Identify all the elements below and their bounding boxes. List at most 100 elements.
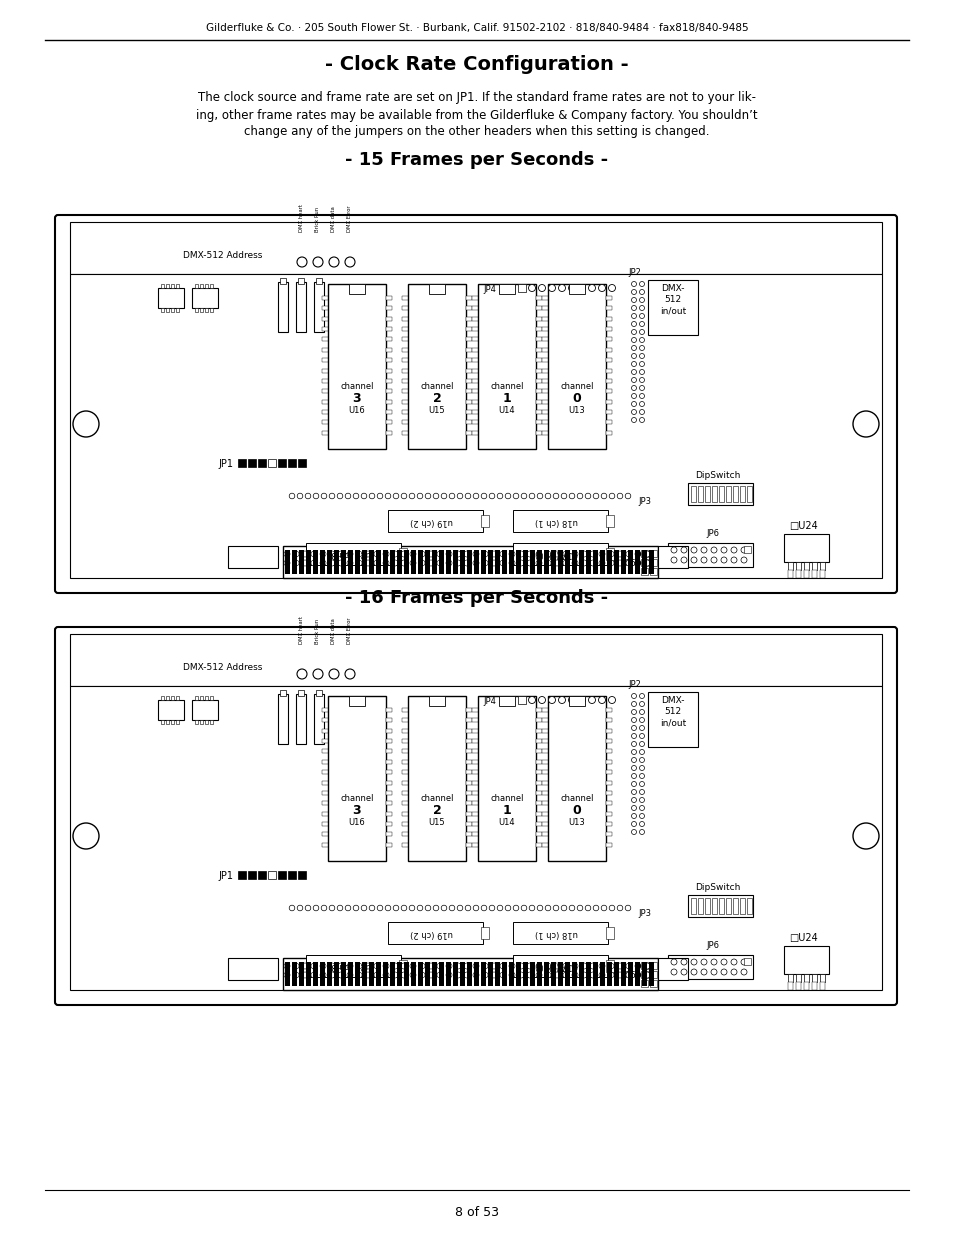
Circle shape	[392, 551, 397, 557]
Bar	[295, 282, 306, 332]
Circle shape	[609, 905, 614, 910]
Circle shape	[639, 782, 644, 787]
Bar	[472, 358, 477, 362]
Bar	[386, 823, 392, 826]
Bar	[386, 802, 392, 805]
Circle shape	[537, 493, 542, 499]
Circle shape	[481, 551, 488, 557]
Bar	[667, 955, 752, 979]
Bar	[340, 962, 346, 986]
Bar	[386, 790, 392, 795]
Text: JP3: JP3	[638, 498, 650, 506]
Text: U15: U15	[428, 818, 445, 826]
Bar	[390, 962, 395, 986]
Bar	[811, 982, 816, 990]
Bar	[257, 871, 266, 879]
Bar	[465, 781, 472, 784]
Text: U16: U16	[348, 406, 365, 415]
Bar	[192, 288, 218, 308]
Bar	[465, 719, 472, 722]
Bar	[340, 550, 346, 574]
Bar	[536, 316, 541, 321]
Bar	[298, 962, 304, 986]
Circle shape	[631, 709, 636, 715]
Bar	[537, 550, 541, 574]
Bar	[543, 550, 548, 574]
Circle shape	[520, 493, 526, 499]
Bar	[593, 962, 598, 986]
Circle shape	[491, 972, 497, 978]
Bar	[459, 962, 464, 986]
Bar	[614, 550, 618, 574]
Bar	[386, 420, 392, 425]
Circle shape	[365, 972, 371, 978]
Circle shape	[337, 559, 344, 566]
Circle shape	[643, 551, 649, 557]
Bar	[606, 550, 612, 574]
Circle shape	[730, 960, 737, 965]
Bar	[401, 337, 408, 341]
Bar	[401, 708, 408, 713]
Circle shape	[740, 960, 746, 965]
Bar	[161, 308, 164, 312]
Bar	[313, 962, 317, 986]
Circle shape	[577, 905, 582, 910]
Circle shape	[536, 963, 541, 969]
Circle shape	[376, 905, 382, 910]
Circle shape	[607, 972, 614, 978]
Bar	[541, 358, 547, 362]
Bar	[605, 781, 612, 784]
Circle shape	[305, 493, 311, 499]
Bar	[322, 379, 328, 383]
Bar	[649, 550, 657, 557]
Circle shape	[361, 905, 366, 910]
Text: DMX heart: DMX heart	[299, 616, 304, 643]
Circle shape	[393, 905, 398, 910]
Bar	[295, 694, 306, 743]
Bar	[465, 379, 472, 383]
Text: JP2: JP2	[627, 268, 640, 277]
Bar	[297, 871, 306, 879]
Circle shape	[639, 330, 644, 335]
Bar	[401, 790, 408, 795]
Bar	[620, 962, 625, 986]
Circle shape	[639, 798, 644, 803]
Bar	[386, 358, 392, 362]
Circle shape	[409, 493, 415, 499]
Circle shape	[580, 551, 586, 557]
Circle shape	[568, 697, 575, 704]
Circle shape	[489, 493, 495, 499]
Text: U14: U14	[498, 406, 515, 415]
Circle shape	[639, 410, 644, 415]
Bar	[349, 697, 365, 706]
Circle shape	[680, 960, 686, 965]
Circle shape	[680, 547, 686, 553]
Bar	[465, 316, 472, 321]
Circle shape	[639, 378, 644, 383]
Bar	[277, 459, 286, 467]
Circle shape	[418, 559, 424, 566]
Bar	[605, 296, 612, 300]
Bar	[620, 550, 625, 574]
Circle shape	[385, 493, 391, 499]
Circle shape	[690, 969, 697, 974]
Bar	[593, 550, 598, 574]
Circle shape	[374, 963, 379, 969]
Circle shape	[631, 725, 636, 730]
Circle shape	[353, 905, 358, 910]
Bar	[541, 316, 547, 321]
Circle shape	[513, 493, 518, 499]
Bar	[480, 927, 489, 939]
Text: 1: 1	[502, 804, 511, 816]
Bar	[605, 832, 612, 836]
Bar	[605, 400, 612, 404]
Bar	[411, 962, 416, 986]
Circle shape	[588, 284, 595, 291]
Circle shape	[720, 969, 726, 974]
Circle shape	[392, 972, 397, 978]
Circle shape	[631, 417, 636, 422]
Circle shape	[329, 905, 335, 910]
Bar	[438, 550, 443, 574]
Circle shape	[365, 551, 371, 557]
Text: u17 (ch 0): u17 (ch 0)	[535, 550, 578, 558]
